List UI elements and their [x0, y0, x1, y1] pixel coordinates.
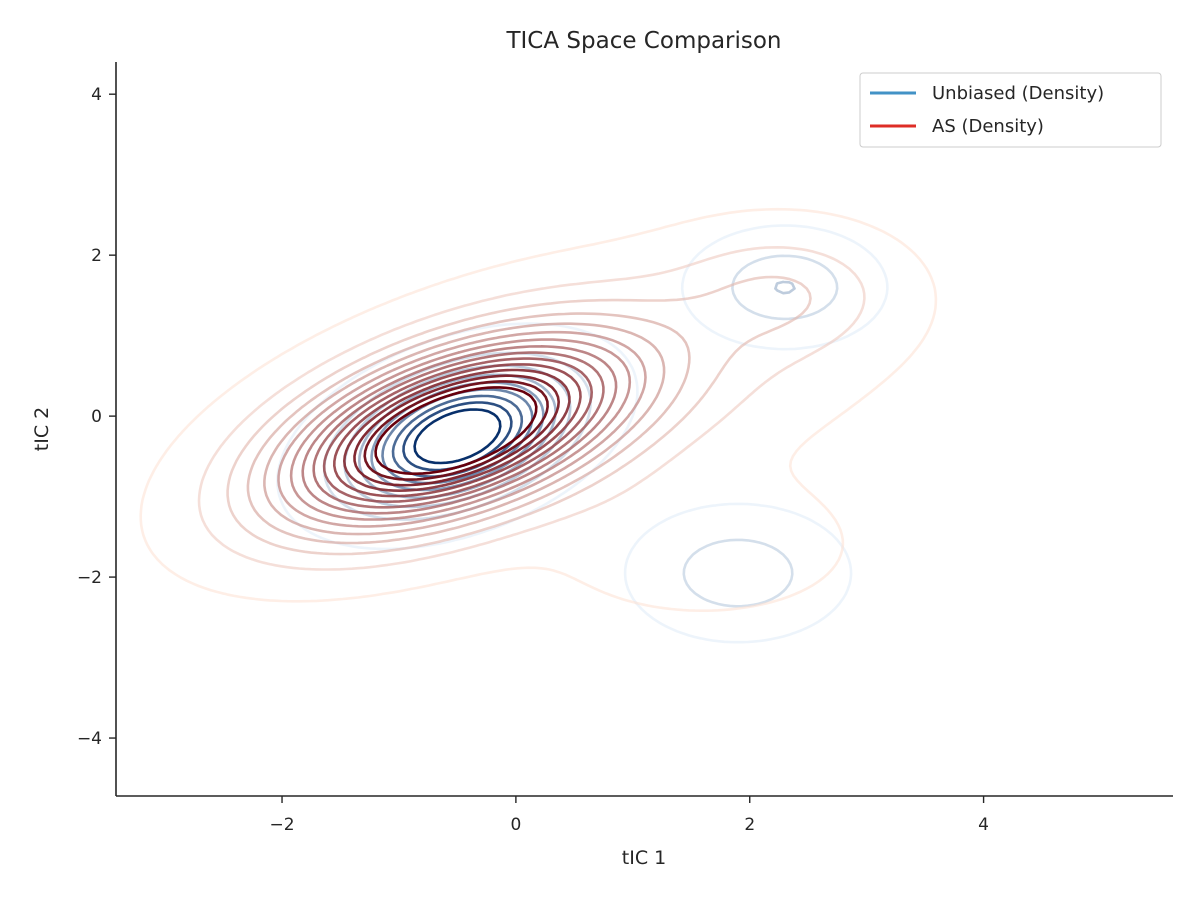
x-tick-label: −2 [270, 815, 295, 835]
contour-line [139, 207, 938, 612]
contour-line [197, 246, 866, 571]
contour-line [374, 386, 538, 475]
contour-series-as [139, 207, 938, 612]
contour-line [246, 312, 691, 545]
y-tick-label: 0 [91, 407, 102, 427]
x-tick-label: 4 [978, 815, 989, 835]
x-tick-label: 0 [510, 815, 521, 835]
legend-label-unbiased: Unbiased (Density) [932, 83, 1104, 104]
legend-box [859, 72, 1162, 148]
y-tick-label: 2 [91, 246, 102, 266]
y-axis-label: tIC 2 [31, 407, 53, 451]
contour-line [277, 330, 647, 528]
contour-line [263, 322, 666, 536]
contour-series-unbiased [276, 224, 889, 644]
y-tick-label: −2 [77, 568, 102, 588]
contour-line [363, 380, 549, 481]
contour-area [139, 207, 938, 644]
legend-label-as: AS (Density) [932, 116, 1044, 137]
y-axis-ticks: −4 −2 0 2 4 [77, 85, 116, 749]
chart-title: TICA Space Comparison [505, 28, 781, 54]
contour-line [289, 338, 632, 521]
contour-line [353, 374, 560, 487]
contour-line [343, 368, 571, 492]
contour-line [322, 357, 593, 503]
contour-line [413, 408, 502, 465]
contour-line [312, 351, 605, 509]
y-tick-label: −4 [77, 729, 102, 749]
contour-line [226, 275, 812, 556]
x-tick-label: 2 [744, 815, 755, 835]
contour-line [333, 363, 582, 498]
y-tick-label: 4 [91, 85, 102, 105]
x-axis-label: tIC 1 [622, 847, 666, 869]
contour-line [301, 345, 618, 515]
legend: Unbiased (Density) AS (Density) [859, 72, 1162, 148]
x-axis-ticks: −2 0 2 4 [270, 796, 989, 835]
